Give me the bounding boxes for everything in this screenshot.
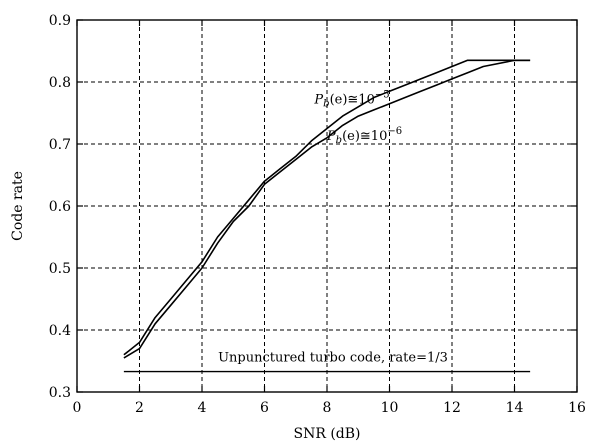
y-tick-labels: 0.3 0.4 0.5 0.6 0.7 0.8 0.9 bbox=[49, 13, 71, 401]
x-tick-label: 14 bbox=[506, 400, 524, 416]
y-tick-label: 0.8 bbox=[49, 75, 71, 91]
axis-ticks bbox=[76, 19, 578, 393]
x-tick-label: 4 bbox=[198, 400, 207, 416]
y-tick-label: 0.4 bbox=[49, 323, 71, 339]
reference-group: Unpunctured turbo code, rate=1/3 bbox=[123, 351, 531, 373]
annotation-1: Pb(e)≅10−5 bbox=[313, 89, 389, 109]
x-tick-label: 12 bbox=[443, 400, 461, 416]
annotations-group: Pb(e)≅10−5 Pb(e)≅10−6 bbox=[313, 89, 402, 146]
x-tick-label: 10 bbox=[381, 400, 399, 416]
x-tick-label: 6 bbox=[260, 400, 269, 416]
grid-lines bbox=[77, 20, 577, 392]
y-tick-label: 0.9 bbox=[49, 13, 71, 29]
y-tick-label: 0.7 bbox=[49, 137, 71, 153]
x-axis-label: SNR (dB) bbox=[293, 426, 360, 442]
annotation-2: Pb(e)≅10−6 bbox=[326, 126, 402, 146]
x-tick-label: 16 bbox=[568, 400, 586, 416]
y-tick-label: 0.3 bbox=[49, 385, 71, 401]
y-axis-label: Code rate bbox=[10, 171, 26, 241]
reference-label: Unpunctured turbo code, rate=1/3 bbox=[218, 351, 448, 366]
x-tick-label: 2 bbox=[135, 400, 144, 416]
series-line-2 bbox=[123, 59, 531, 359]
series-line-1 bbox=[123, 59, 531, 356]
y-tick-label: 0.6 bbox=[49, 199, 71, 215]
series-group bbox=[123, 59, 531, 359]
x-tick-labels: 0 2 4 6 8 10 12 14 16 bbox=[73, 400, 586, 416]
y-tick-label: 0.5 bbox=[49, 261, 71, 277]
x-tick-label: 0 bbox=[73, 400, 82, 416]
x-tick-label: 8 bbox=[323, 400, 332, 416]
